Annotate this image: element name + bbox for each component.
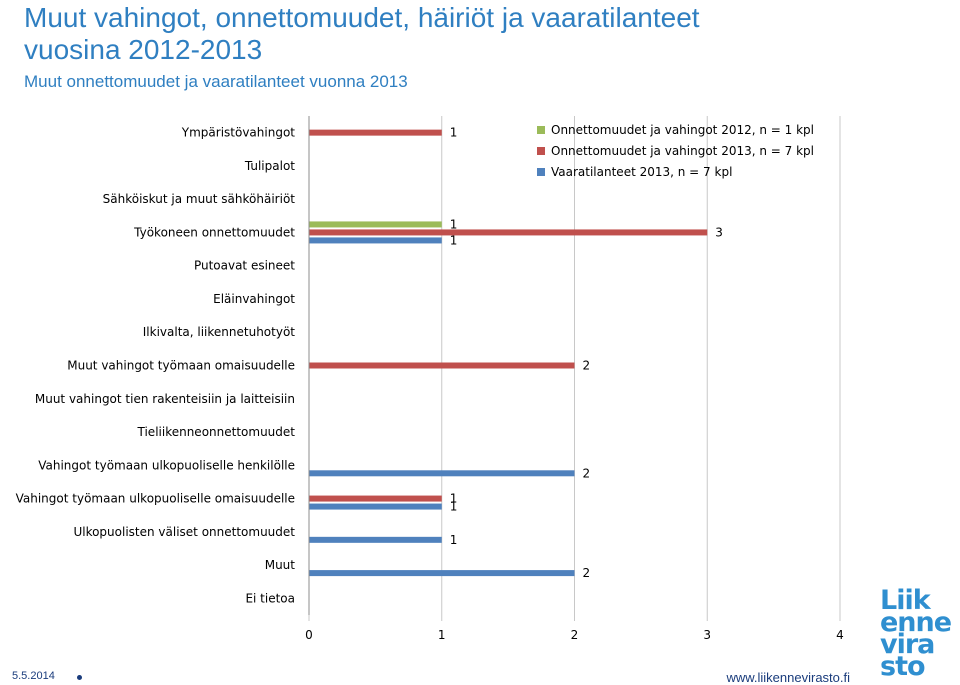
- category-label: Putoavat esineet: [194, 259, 295, 273]
- x-tick-label: 4: [836, 628, 844, 642]
- bar: [309, 470, 575, 477]
- logo-line: enne: [880, 607, 952, 638]
- category-label: Eläinvahingot: [213, 292, 295, 306]
- legend-swatch: [537, 147, 545, 155]
- bar: [309, 229, 708, 236]
- category-label: Muut vahingot tien rakenteisiin ja laitt…: [35, 392, 295, 406]
- data-label: 2: [583, 466, 591, 480]
- data-label: 1: [450, 217, 458, 231]
- footer-date: 5.5.2014: [12, 670, 55, 682]
- bar: [309, 221, 442, 228]
- data-label: 2: [583, 566, 591, 580]
- footer-bullet: [77, 675, 82, 680]
- category-label: Tieliikenneonnettomuudet: [137, 425, 296, 439]
- bar: [309, 495, 442, 502]
- data-label: 1: [450, 126, 458, 140]
- data-label: 1: [450, 233, 458, 247]
- liikennevirasto-logo: Liik enne vira sto: [880, 585, 960, 682]
- footer-url: www.liikennevirasto.fi: [726, 670, 850, 685]
- legend-swatch: [537, 126, 545, 134]
- category-label: Vahingot työmaan ulkopuoliselle henkilöl…: [38, 458, 295, 472]
- data-label: 1: [450, 500, 458, 514]
- bar-chart: 0 1 2 3 4 Ympäristövahingot 1 Tulipalot Sähköisk…: [16, 116, 844, 642]
- logo-line: vira: [880, 629, 935, 660]
- data-label: 2: [583, 359, 591, 373]
- bar: [309, 570, 575, 577]
- legend-label: Onnettomuudet ja vahingot 2012, n = 1 kp…: [551, 123, 814, 137]
- category-label: Vahingot työmaan ulkopuoliselle omaisuud…: [16, 492, 295, 506]
- x-tick-label: 1: [438, 628, 446, 642]
- legend-label: Onnettomuudet ja vahingot 2013, n = 7 kp…: [551, 144, 814, 158]
- category-label: Ympäristövahingot: [181, 126, 296, 140]
- x-tick-label: 2: [571, 628, 579, 642]
- logo-line: sto: [880, 651, 926, 682]
- bar: [309, 362, 575, 369]
- category-label: Sähköiskut ja muut sähköhäiriöt: [103, 192, 296, 206]
- x-tick-label: 0: [305, 628, 313, 642]
- category-label: Ei tietoa: [245, 591, 295, 605]
- category-label: Muut vahingot työmaan omaisuudelle: [67, 359, 295, 373]
- title-line-1: Muut vahingot, onnettomuudet, häiriöt ja…: [24, 2, 700, 33]
- page-title: Muut vahingot, onnettomuudet, häiriöt ja…: [24, 2, 700, 66]
- legend-swatch: [537, 168, 545, 176]
- data-label: 3: [715, 225, 723, 239]
- bar: [309, 536, 442, 543]
- x-tick-label: 3: [703, 628, 711, 642]
- category-label: Muut: [265, 558, 296, 572]
- data-label: 1: [450, 533, 458, 547]
- logo-line: Liik: [880, 585, 931, 616]
- title-line-2: vuosina 2012-2013: [24, 34, 263, 65]
- category-label: Työkoneen onnettomuudet: [133, 225, 295, 239]
- category-label: Tulipalot: [244, 159, 295, 173]
- category-label: Ulkopuolisten väliset onnettomuudet: [73, 525, 295, 539]
- category-label: Ilkivalta, liikennetuhotyöt: [143, 325, 296, 339]
- legend-label: Vaaratilanteet 2013, n = 7 kpl: [551, 165, 732, 179]
- data-label: 1: [450, 492, 458, 506]
- bar: [309, 237, 442, 244]
- bar: [309, 503, 442, 510]
- bar: [309, 129, 442, 136]
- page-subtitle: Muut onnettomuudet ja vaaratilanteet vuo…: [24, 72, 408, 91]
